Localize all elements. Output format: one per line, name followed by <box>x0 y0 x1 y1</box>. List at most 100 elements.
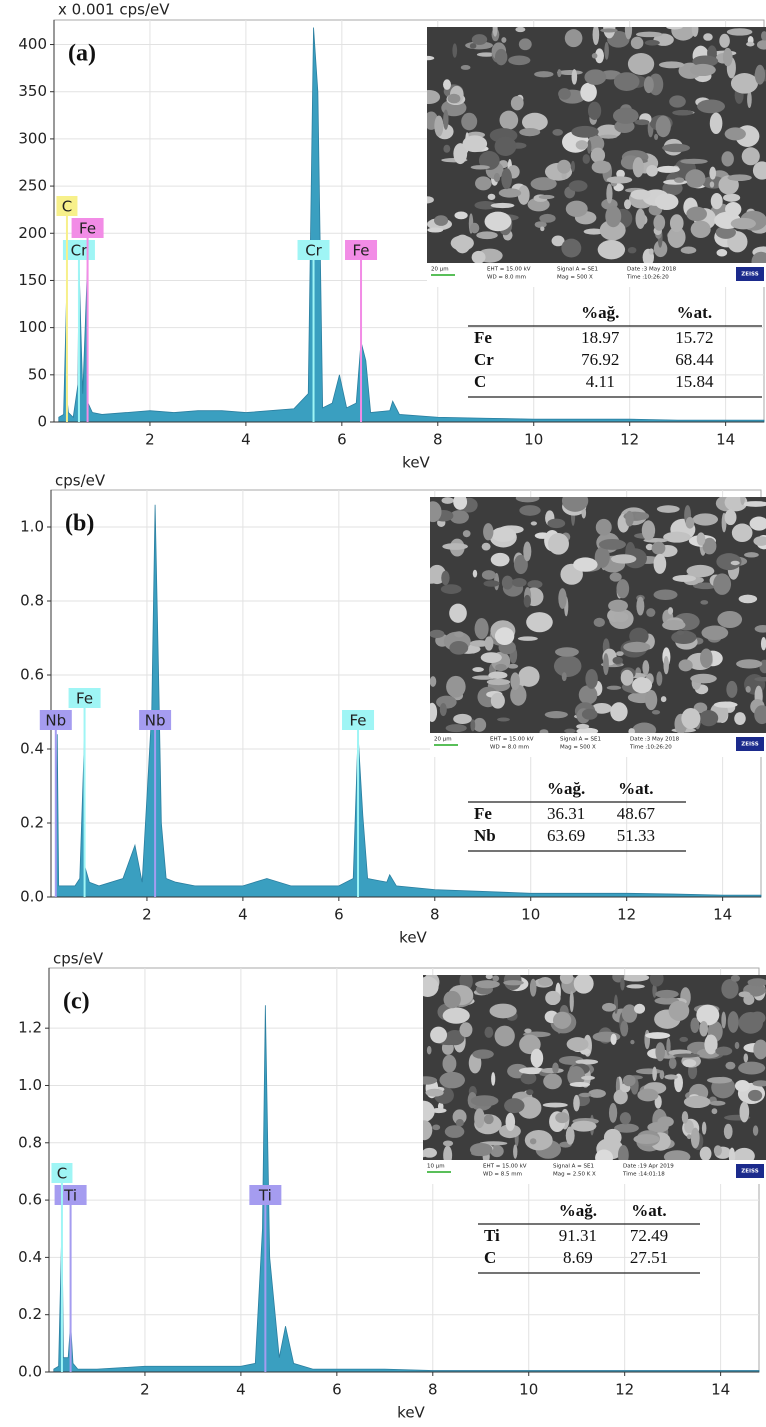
sem-grain <box>713 573 731 595</box>
sem-grain <box>731 561 740 565</box>
sem-grain <box>570 1082 590 1087</box>
sem-grain <box>518 666 539 687</box>
sem-grain <box>614 612 629 622</box>
sem-grain <box>724 1124 733 1139</box>
x-tick-label: 6 <box>334 906 344 924</box>
x-tick-label: 4 <box>236 1381 246 1399</box>
sem-grain <box>470 719 475 731</box>
sem-grain <box>461 65 471 70</box>
sem-grain <box>696 1005 719 1026</box>
sem-grain <box>571 161 575 172</box>
info-text: Time :10:26:20 <box>626 275 669 281</box>
y-unit-label: x 0.001 cps/eV <box>58 1 170 19</box>
table-cell: Cr <box>474 350 494 369</box>
sem-grain <box>495 49 507 65</box>
sem-grain <box>573 1095 580 1112</box>
sem-grain <box>539 195 555 199</box>
y-tick-label: 300 <box>18 129 47 147</box>
sem-grain <box>475 980 500 988</box>
sem-grain <box>623 1075 636 1086</box>
sem-grain <box>576 140 588 150</box>
sem-grain <box>524 1029 531 1034</box>
sem-grain <box>620 1112 631 1124</box>
sem-grain <box>604 42 609 60</box>
y-tick-label: 200 <box>18 224 47 242</box>
y-tick-label: 0.6 <box>18 1191 42 1209</box>
sem-grain <box>646 165 658 177</box>
sem-grain <box>711 193 723 209</box>
sem-grain <box>687 565 715 577</box>
sem-grain <box>703 33 713 41</box>
sem-grain <box>739 991 751 997</box>
sem-grain <box>441 571 449 585</box>
panel-label: (c) <box>63 989 90 1015</box>
sem-grain <box>434 215 448 226</box>
sem-grain <box>657 1116 673 1127</box>
table-cell: 8.69 <box>563 1248 593 1267</box>
sem-grain <box>644 1030 650 1049</box>
x-tick-label: 8 <box>428 1381 438 1399</box>
sem-grain <box>655 193 679 210</box>
table-cell: 91.31 <box>559 1226 597 1245</box>
sem-grain <box>525 1130 553 1150</box>
sem-grain <box>557 160 571 174</box>
sem-grain <box>727 28 753 35</box>
sem-grain <box>714 1145 722 1156</box>
sem-grain <box>681 708 700 729</box>
y-unit-label: cps/eV <box>55 472 106 490</box>
sem-grain <box>655 1042 665 1061</box>
table-cell: 15.72 <box>675 328 713 347</box>
sem-grain <box>649 248 654 254</box>
sem-grain <box>495 136 517 156</box>
sem-grain <box>621 670 634 686</box>
info-text: Date :3 May 2018 <box>630 737 680 743</box>
table-cell: 51.33 <box>617 826 655 845</box>
sem-grain <box>700 1147 712 1161</box>
sem-grain <box>616 579 629 598</box>
sem-grain <box>738 1062 765 1075</box>
table-cell: 48.67 <box>617 804 656 823</box>
sem-grain <box>431 1108 446 1113</box>
sem-grain <box>552 129 563 136</box>
sem-grain <box>592 160 611 173</box>
sem-grain <box>731 218 756 230</box>
sem-grain <box>700 648 713 668</box>
sem-grain <box>566 201 588 217</box>
x-tick-label: 10 <box>524 431 543 449</box>
sem-grain <box>636 1068 662 1074</box>
table-cell: 15.84 <box>675 372 714 391</box>
info-text: Time :10:26:20 <box>629 745 672 751</box>
sem-grain <box>682 1111 688 1124</box>
sem-grain <box>472 1049 493 1058</box>
sem-grain <box>557 69 561 77</box>
sem-grain <box>447 94 460 104</box>
sem-grain <box>543 1074 562 1090</box>
sem-grain <box>608 600 628 612</box>
sem-grain <box>593 24 600 45</box>
sem-grain <box>443 1140 453 1146</box>
sem-grain <box>670 214 684 232</box>
sem-grain <box>614 72 640 91</box>
logo: ZEISS <box>741 742 759 748</box>
sem-grain <box>558 588 566 609</box>
sem-grain <box>663 656 668 674</box>
sem-grain <box>454 212 467 220</box>
sem-grain <box>709 167 716 180</box>
sem-grain <box>700 600 708 604</box>
sem-grain <box>485 212 512 232</box>
sem-grain <box>623 642 650 652</box>
sem-grain <box>515 27 525 32</box>
x-tick-label: 2 <box>140 1381 150 1399</box>
sem-grain <box>446 724 467 732</box>
sem-grain <box>482 570 496 580</box>
sem-grain <box>518 636 538 641</box>
sem-grain <box>490 1004 517 1019</box>
sem-grain <box>511 96 524 110</box>
scale-bar-label: 20 µm <box>434 737 452 743</box>
x-axis-label: keV <box>397 1404 425 1422</box>
sem-grain <box>523 542 531 562</box>
element-label: C <box>62 198 72 216</box>
sem-grain <box>587 140 591 154</box>
sem-grain <box>659 61 684 68</box>
sem-grain <box>656 116 671 138</box>
